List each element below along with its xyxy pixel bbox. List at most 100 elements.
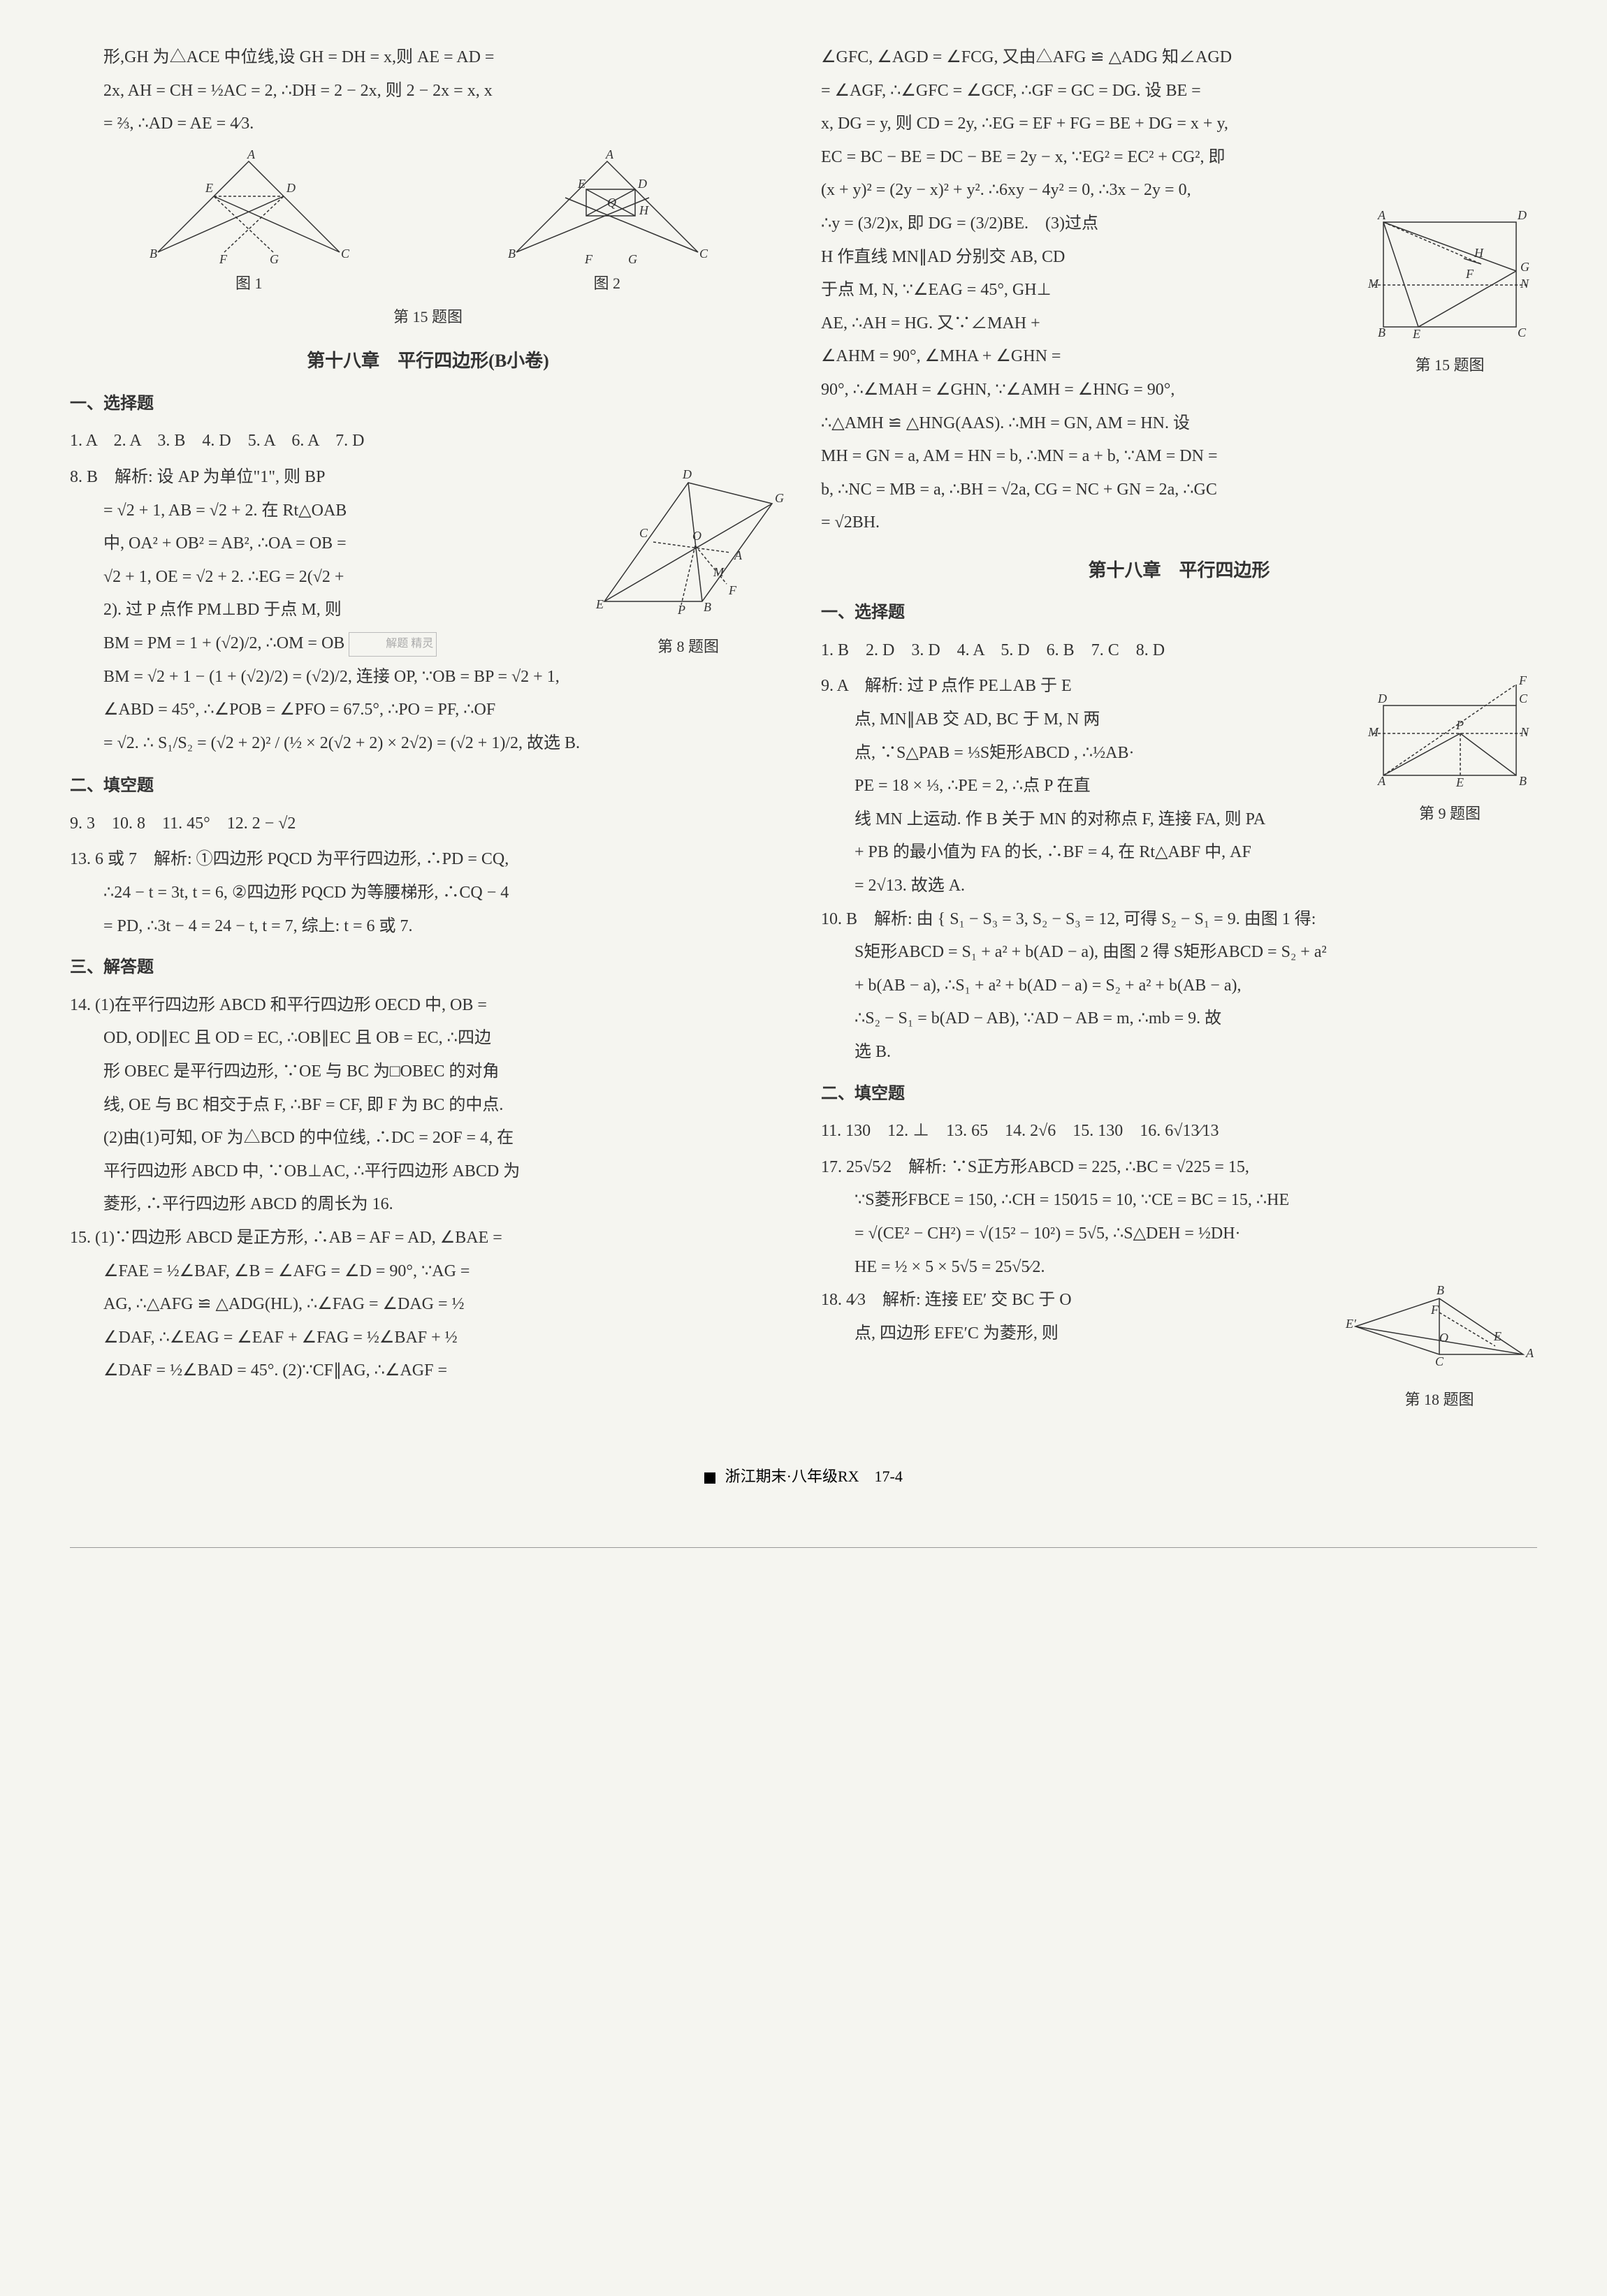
bottom-rule [70, 1547, 1537, 1548]
q17-line: 17. 25√5⁄2 解析: ∵S正方形ABCD = 225, ∴BC = √2… [821, 1152, 1537, 1184]
mc-answers: 1. A 2. A 3. B 4. D 5. A 6. A 7. D [70, 425, 786, 458]
svg-text:C: C [639, 526, 648, 540]
fill-answers-r: 11. 130 12. ⊥ 13. 65 14. 2√6 15. 130 16.… [821, 1116, 1537, 1148]
q8-fig-caption: 第 8 题图 [590, 632, 786, 661]
section-1-title: 一、选择题 [70, 388, 786, 421]
svg-text:P: P [1455, 718, 1464, 732]
section-2-title-r: 二、填空题 [821, 1078, 1537, 1111]
q9-line: = 2√13. 故选 A. [821, 870, 1537, 902]
chapter-title: 第十八章 平行四边形(B小卷) [70, 344, 786, 378]
r-line: ∠GFC, ∠AGD = ∠FCG, 又由△AFG ≌ △ADG 知∠AGD [821, 42, 1537, 74]
svg-text:A: A [1377, 208, 1386, 222]
svg-text:E: E [595, 597, 604, 611]
r-line: = √2BH. [821, 507, 1537, 539]
section-2-title: 二、填空题 [70, 770, 786, 803]
page-footer: 浙江期末·八年级RX 17-4 [70, 1462, 1537, 1491]
svg-text:O: O [692, 529, 701, 543]
svg-text:G: G [1520, 260, 1529, 274]
q13-line: ∴24 − t = 3t, t = 6, ②四边形 PQCD 为等腰梯形, ∴C… [70, 877, 786, 909]
q18-fig-caption: 第 18 题图 [1341, 1385, 1537, 1414]
figure-2-svg: A E D B C F G Q H [502, 147, 712, 266]
q15r-fig-caption: 第 15 题图 [1362, 351, 1537, 380]
q9-line: + PB 的最小值为 FA 的长, ∴BF = 4, 在 Rt△ABF 中, A… [821, 837, 1537, 869]
q18-figure-svg: E′ B A C F E O [1341, 1285, 1537, 1382]
q10-line: 选 B. [821, 1037, 1537, 1069]
q14-line: OD, OD∥EC 且 OD = EC, ∴OB∥EC 且 OB = EC, ∴… [70, 1023, 786, 1055]
q13-line: 13. 6 或 7 解析: ①四边形 PQCD 为平行四边形, ∴PD = CQ… [70, 844, 786, 876]
r-line: x, DG = y, 则 CD = 2y, ∴EG = EF + FG = BE… [821, 108, 1537, 140]
svg-text:C: C [1519, 692, 1528, 705]
q13-line: = PD, ∴3t − 4 = 24 − t, t = 7, 综上: t = 6… [70, 911, 786, 943]
svg-text:A: A [247, 147, 256, 161]
figure-1-svg: A E D B C F G [144, 147, 354, 266]
section-1-title-r: 一、选择题 [821, 597, 1537, 629]
svg-text:F: F [584, 252, 593, 266]
svg-text:D: D [286, 181, 296, 195]
q17-line: HE = ½ × 5 × 5√5 = 25√5⁄2. [821, 1252, 1537, 1284]
svg-text:D: D [1517, 208, 1527, 222]
svg-text:F: F [1430, 1303, 1439, 1317]
q14-line: 形 OBEC 是平行四边形, ∵OE 与 BC 为□OBEC 的对角 [70, 1056, 786, 1088]
fig1-caption: 图 1 [144, 269, 354, 298]
q14-line: 线, OE 与 BC 相交于点 F, ∴BF = CF, 即 F 为 BC 的中… [70, 1090, 786, 1122]
svg-text:N: N [1520, 725, 1529, 739]
q10-line: 10. B 解析: 由 { S₁ − S₃ = 3, S₂ − S₃ = 12,… [821, 904, 1537, 936]
svg-text:D: D [1377, 692, 1387, 705]
svg-text:B: B [150, 247, 157, 261]
intro-line: 形,GH 为△ACE 中位线,设 GH = DH = x,则 AE = AD = [70, 42, 786, 74]
q8-line: ∠ABD = 45°, ∴∠POB = ∠PFO = 67.5°, ∴PO = … [70, 694, 786, 726]
svg-text:G: G [775, 491, 784, 505]
chapter-title-r: 第十八章 平行四边形 [821, 553, 1537, 587]
svg-text:E′: E′ [1345, 1317, 1357, 1331]
svg-text:F: F [1518, 673, 1527, 687]
q10-line: + b(AB − a), ∴S₁ + a² + b(AD − a) = S₂ +… [821, 970, 1537, 1002]
svg-text:A: A [1377, 774, 1386, 788]
q14-line: 菱形, ∴平行四边形 ABCD 的周长为 16. [70, 1189, 786, 1221]
svg-text:C: C [699, 247, 708, 261]
svg-text:F: F [1465, 267, 1474, 281]
mc-answers-r: 1. B 2. D 3. D 4. A 5. D 6. B 7. C 8. D [821, 635, 1537, 667]
r-line: (x + y)² = (2y − x)² + y². ∴6xy − 4y² = … [821, 175, 1537, 207]
r-line: b, ∴NC = MB = a, ∴BH = √2a, CG = NC + GN… [821, 474, 1537, 506]
svg-text:O: O [1439, 1331, 1448, 1345]
svg-text:E: E [1493, 1329, 1501, 1343]
svg-text:P: P [677, 603, 685, 617]
r-line: MH = GN = a, AM = HN = b, ∴MN = a + b, ∵… [821, 441, 1537, 473]
q10-line: S矩形ABCD = S₁ + a² + b(AD − a), 由图 2 得 S矩… [821, 937, 1537, 969]
svg-text:B: B [508, 247, 516, 261]
fig-q-caption: 第 15 题图 [70, 302, 786, 332]
q14-line: (2)由(1)可知, OF 为△BCD 的中位线, ∴DC = 2OF = 4,… [70, 1123, 786, 1155]
svg-text:A: A [605, 147, 614, 161]
q15-line: AG, ∴△AFG ≌ △ADG(HL), ∴∠FAG = ∠DAG = ½ [70, 1289, 786, 1321]
svg-text:E: E [1455, 775, 1464, 789]
q8-line: BM = √2 + 1 − (1 + (√2)/2) = (√2)/2, 连接 … [70, 661, 786, 694]
q15-line: ∠DAF = ½∠BAD = 45°. (2)∵CF∥AG, ∴∠AGF = [70, 1355, 786, 1387]
footer-marker-icon [704, 1472, 715, 1484]
svg-text:G: G [628, 252, 637, 266]
svg-text:F: F [728, 583, 737, 597]
q14-line: 14. (1)在平行四边形 ABCD 和平行四边形 OECD 中, OB = [70, 990, 786, 1022]
q15-line: ∠FAE = ½∠BAF, ∠B = ∠AFG = ∠D = 90°, ∵AG … [70, 1256, 786, 1288]
svg-text:A: A [734, 548, 743, 562]
svg-text:D: D [637, 177, 647, 191]
svg-text:B: B [1519, 774, 1527, 788]
fill-answers: 9. 3 10. 8 11. 45° 12. 2 − √2 [70, 808, 786, 840]
q15-line: 15. (1)∵四边形 ABCD 是正方形, ∴AB = AF = AD, ∠B… [70, 1222, 786, 1255]
q14-line: 平行四边形 ABCD 中, ∵OB⊥AC, ∴平行四边形 ABCD 为 [70, 1156, 786, 1188]
q8-line: = √2. ∴ S₁/S₂ = (√2 + 2)² / (½ × 2(√2 + … [70, 728, 786, 760]
svg-text:M: M [713, 565, 725, 579]
section-3-title: 三、解答题 [70, 952, 786, 984]
svg-text:E: E [577, 177, 586, 191]
svg-text:D: D [682, 467, 692, 481]
svg-text:M: M [1367, 725, 1379, 739]
q17-line: = √(CE² − CH²) = √(15² − 10²) = 5√5, ∴S△… [821, 1218, 1537, 1250]
intro-line: 2x, AH = CH = ½AC = 2, ∴DH = 2 − 2x, 则 2… [70, 75, 786, 108]
svg-text:C: C [1518, 326, 1527, 339]
q15-line: ∠DAF, ∴∠EAG = ∠EAF + ∠FAG = ½∠BAF + ½ [70, 1322, 786, 1354]
intro-line: = ⅔, ∴AD = AE = 4⁄3. [70, 108, 786, 140]
q9-figure-svg: D C A B F M N P E [1362, 671, 1537, 796]
svg-text:H: H [1474, 246, 1484, 260]
svg-text:B: B [1437, 1285, 1444, 1297]
svg-text:B: B [1378, 326, 1386, 339]
svg-text:C: C [1435, 1354, 1444, 1368]
